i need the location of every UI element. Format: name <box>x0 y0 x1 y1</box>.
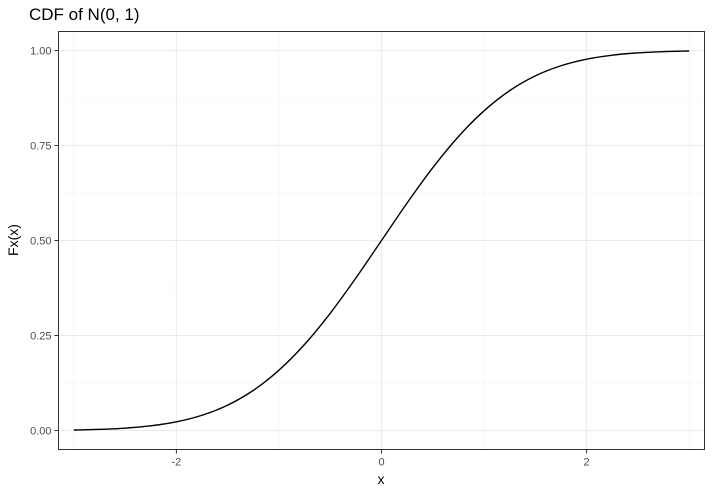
cdf-series-line <box>73 50 690 431</box>
x-tick-label: 2 <box>584 457 590 469</box>
y-tick-label: 0.00 <box>30 426 51 438</box>
y-tick-label: 0.75 <box>30 141 51 153</box>
axes: -2 0 2 0.00 0.25 0.50 0.75 1.00 <box>30 46 590 469</box>
x-tick-label: -2 <box>172 457 182 469</box>
chart-title: CDF of N(0, 1) <box>29 5 140 24</box>
y-tick-label: 0.25 <box>30 331 51 343</box>
y-tick-label: 1.00 <box>30 46 51 58</box>
x-axis-title: x <box>378 471 385 487</box>
y-tick-label: 0.50 <box>30 236 51 248</box>
x-tick-label: 0 <box>378 457 384 469</box>
series-layer <box>73 50 690 431</box>
y-axis-title: Fx(x) <box>5 224 21 256</box>
